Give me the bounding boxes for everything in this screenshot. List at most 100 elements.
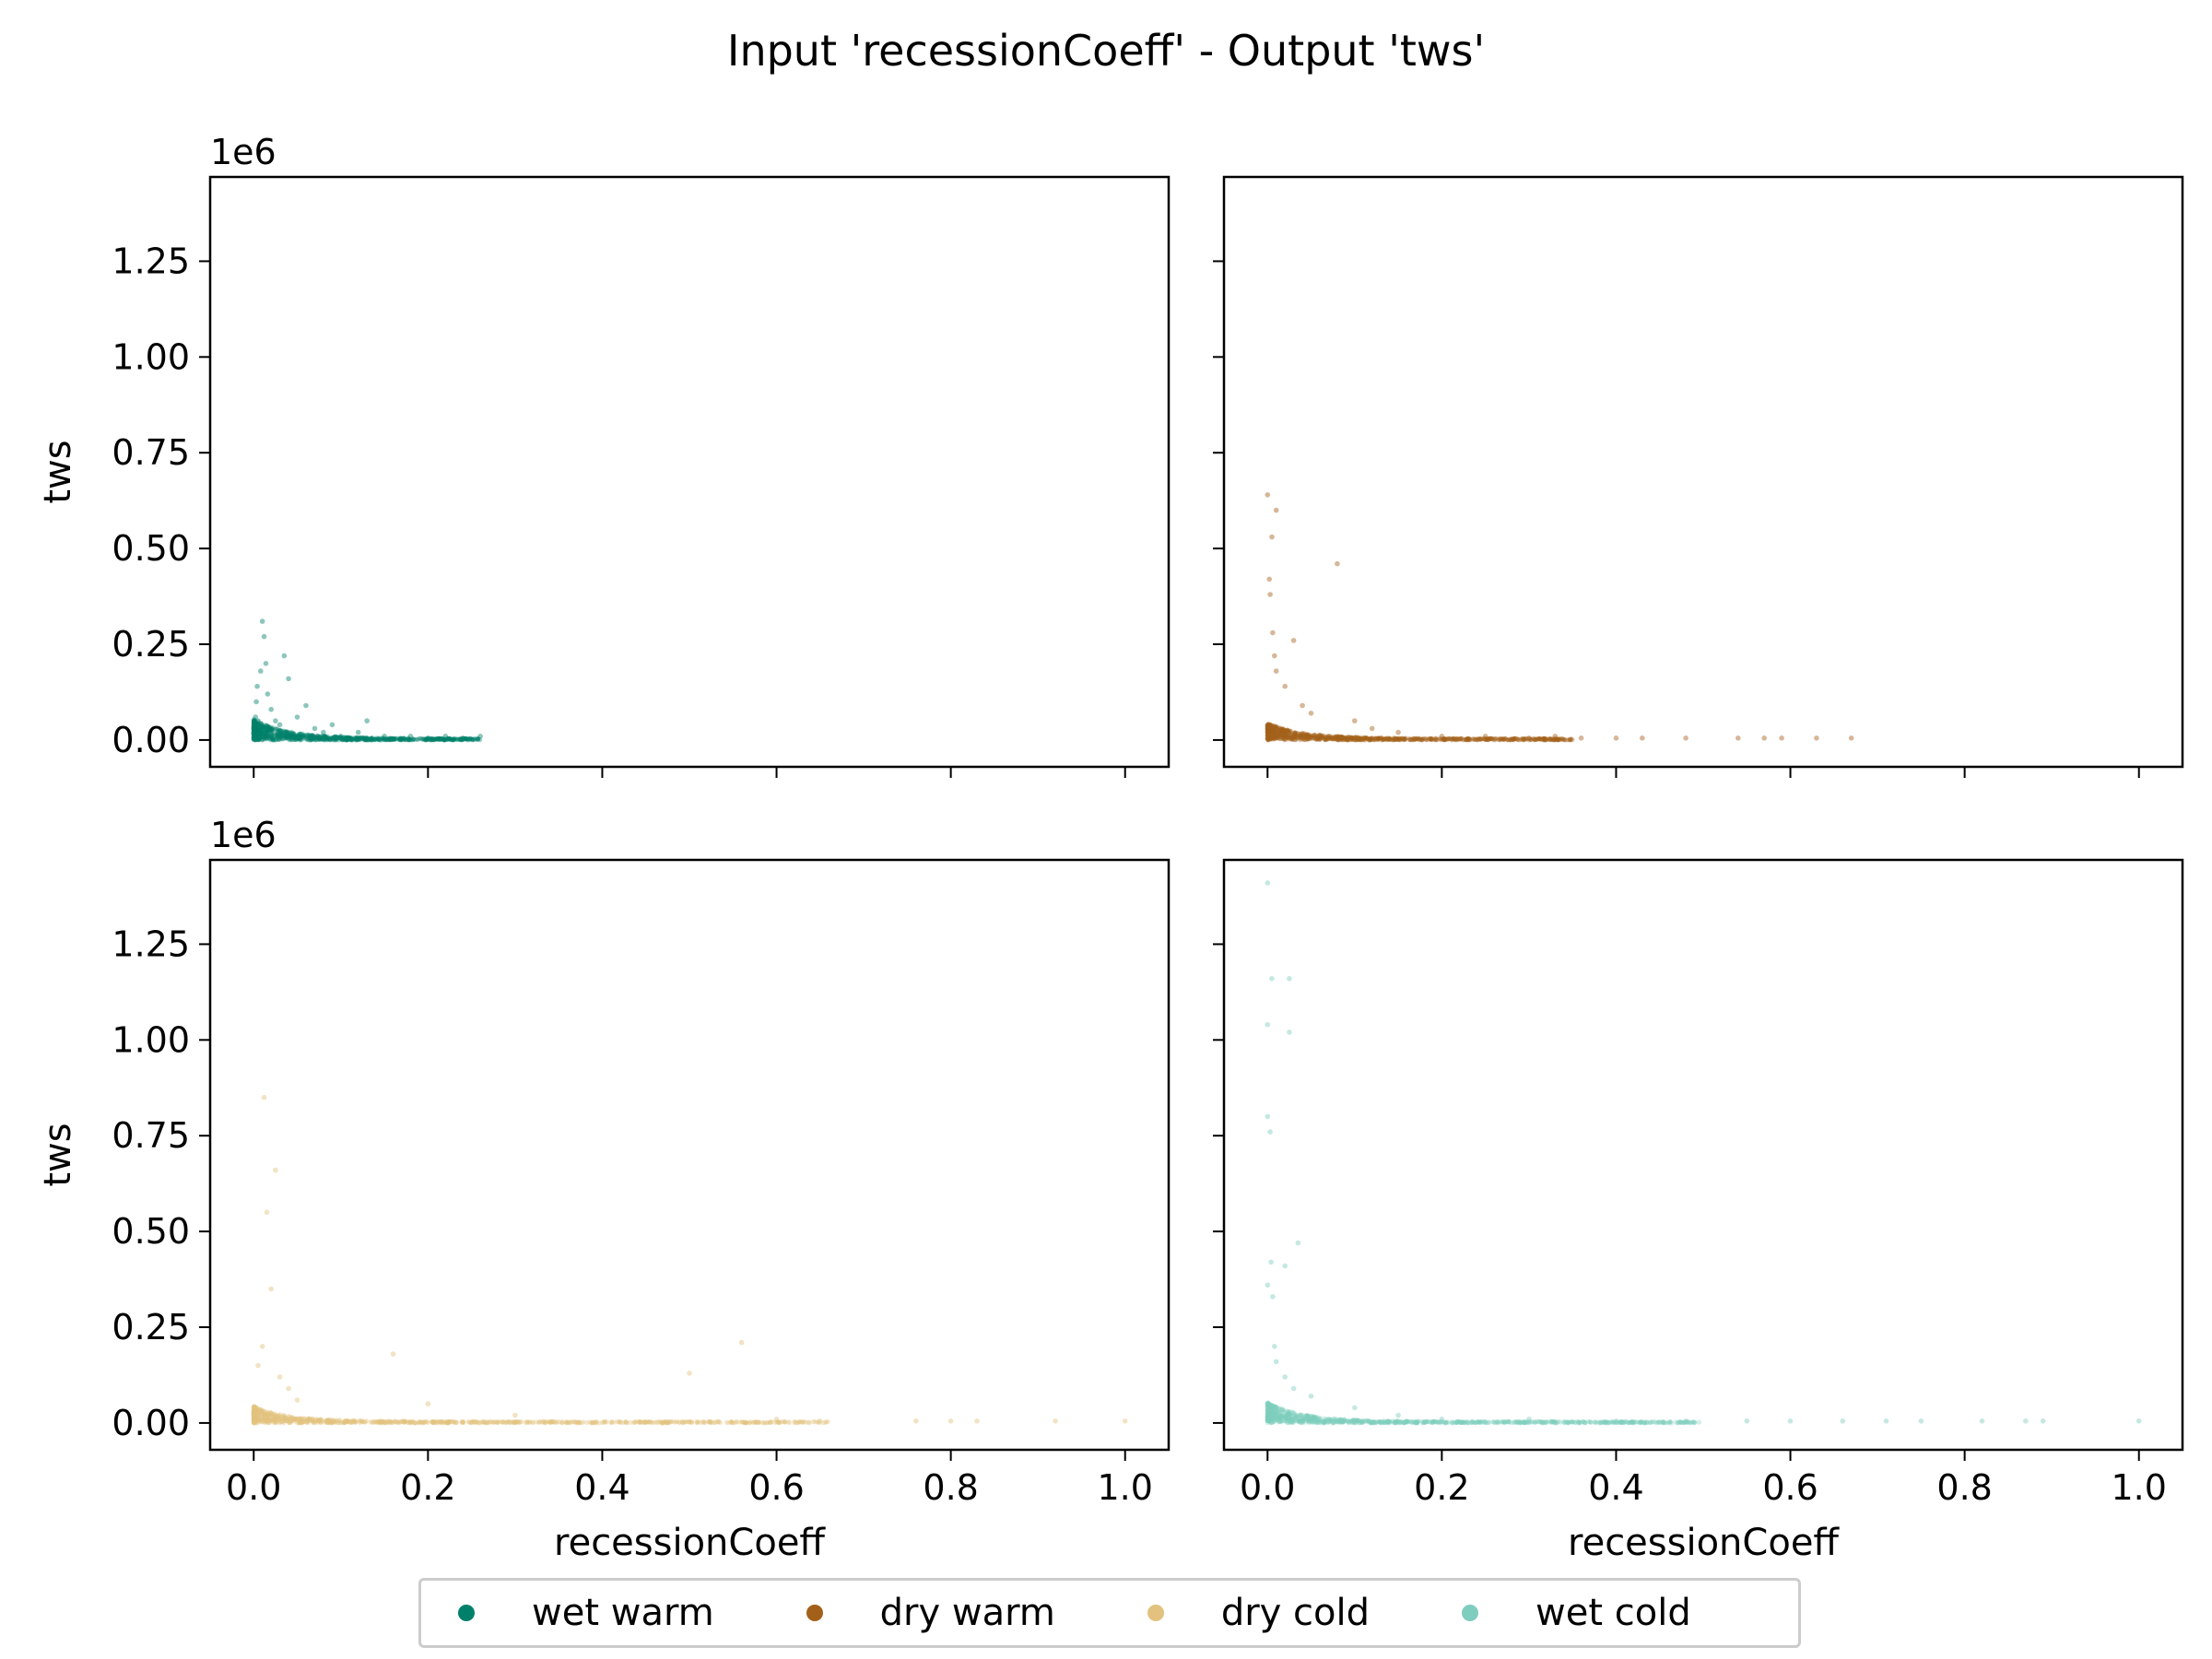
data-point [324, 736, 330, 742]
data-point [327, 737, 333, 743]
data-point [559, 1419, 565, 1425]
data-point [271, 735, 276, 741]
data-point [251, 717, 257, 723]
data-point [260, 737, 265, 743]
data-point [258, 727, 264, 733]
data-point [340, 737, 346, 743]
data-point [1779, 735, 1784, 741]
data-point [687, 1419, 692, 1425]
data-point [265, 729, 270, 735]
data-point [316, 735, 323, 741]
data-point [292, 734, 298, 739]
data-point [1328, 735, 1334, 740]
plot-frame [1222, 175, 2184, 769]
data-point [382, 735, 387, 741]
data-point [1433, 737, 1439, 743]
data-point [446, 735, 452, 742]
data-point [305, 736, 311, 742]
data-point [449, 736, 454, 743]
y-axis-label: tws [37, 1123, 79, 1186]
data-point [253, 723, 259, 728]
data-point [268, 1286, 275, 1292]
data-point [1308, 711, 1314, 716]
data-point [343, 735, 349, 740]
data-point [767, 1419, 772, 1425]
data-point [258, 668, 264, 674]
data-point [441, 736, 447, 743]
data-point [333, 735, 339, 742]
data-point [320, 735, 325, 741]
data-point [259, 736, 265, 743]
x-tick-label: 0.8 [923, 1467, 978, 1508]
data-point [252, 722, 257, 727]
data-point [569, 1418, 575, 1425]
data-point [256, 735, 262, 741]
data-point [333, 737, 339, 743]
data-point [439, 735, 444, 742]
data-point [354, 735, 359, 741]
data-point [384, 737, 390, 743]
data-point [276, 734, 282, 739]
data-point [371, 736, 377, 742]
data-point [357, 736, 362, 742]
data-point [265, 730, 271, 735]
data-point [265, 734, 271, 739]
data-point [406, 737, 412, 743]
data-point [295, 735, 300, 741]
data-point [348, 736, 354, 743]
data-point [297, 737, 303, 743]
data-point [368, 737, 373, 743]
data-point [297, 731, 302, 736]
data-point [738, 1339, 745, 1346]
data-point [700, 1418, 706, 1424]
data-point [308, 735, 313, 741]
data-point [506, 1418, 512, 1424]
data-point [322, 735, 328, 740]
data-point [1300, 735, 1306, 740]
data-point [300, 733, 306, 738]
data-point [388, 736, 394, 742]
data-point [285, 731, 290, 736]
data-point [432, 736, 438, 742]
data-point [258, 730, 264, 735]
data-point [251, 719, 257, 725]
data-point [1277, 1406, 1282, 1411]
data-point [406, 737, 411, 743]
data-point [255, 729, 261, 735]
data-point [441, 737, 447, 743]
data-point [254, 731, 260, 736]
data-point [429, 737, 434, 743]
data-point [295, 1417, 300, 1422]
data-point [401, 735, 406, 741]
data-point [1369, 725, 1375, 732]
data-point [284, 1418, 289, 1424]
data-point [257, 729, 263, 735]
data-point [1433, 1418, 1440, 1425]
data-point [467, 736, 473, 742]
data-point [444, 736, 451, 742]
data-point [253, 732, 258, 737]
data-point [451, 736, 456, 743]
data-point [474, 736, 479, 742]
data-point [251, 724, 256, 729]
data-point [398, 737, 404, 743]
data-point [262, 728, 267, 735]
data-point [665, 1420, 670, 1426]
data-point [284, 734, 289, 739]
data-point [444, 1420, 450, 1426]
data-point [447, 736, 453, 742]
data-point [740, 1419, 746, 1425]
data-point [391, 736, 396, 742]
data-point [1677, 1419, 1683, 1425]
data-point [253, 735, 259, 740]
data-point [333, 734, 338, 740]
data-point [357, 735, 362, 741]
data-point [276, 732, 282, 738]
data-point [446, 735, 452, 742]
data-point [377, 737, 382, 743]
data-point [1352, 718, 1358, 724]
data-point [255, 724, 262, 729]
data-point [1265, 1419, 1270, 1426]
y-tick-label: 1.25 [112, 241, 190, 281]
data-point [747, 1420, 753, 1426]
